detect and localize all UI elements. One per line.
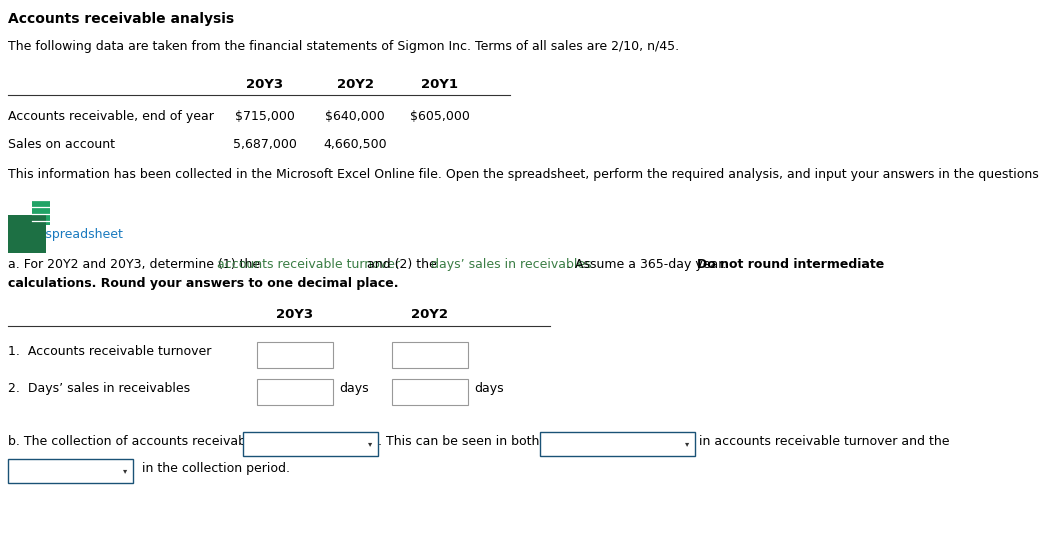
Text: The following data are taken from the financial statements of Sigmon Inc. Terms : The following data are taken from the fi… [8,40,679,53]
Bar [8,215,46,253]
Text: Do not round intermediate: Do not round intermediate [697,258,884,271]
Text: Accounts receivable, end of year: Accounts receivable, end of year [8,110,214,123]
Text: 20Y2: 20Y2 [337,78,373,91]
Text: X: X [12,198,24,213]
Text: 4,660,500: 4,660,500 [323,138,387,151]
Text: a. For 20Y2 and 20Y3, determine (1) the: a. For 20Y2 and 20Y3, determine (1) the [8,258,264,271]
Text: . This can be seen in both the: . This can be seen in both the [378,435,568,448]
Text: b. The collection of accounts receivable has: b. The collection of accounts receivable… [8,435,287,448]
Bar [392,342,468,368]
Text: ▾: ▾ [684,440,688,449]
Text: 20Y1: 20Y1 [421,78,459,91]
Bar [540,432,695,456]
Text: accounts receivable turnover: accounts receivable turnover [216,258,399,271]
Text: Accounts receivable analysis: Accounts receivable analysis [8,12,234,26]
Text: ▾: ▾ [368,440,372,449]
Text: $715,000: $715,000 [235,110,295,123]
Text: . Assume a 365-day year.: . Assume a 365-day year. [567,258,730,271]
Text: calculations. Round your answers to one decimal place.: calculations. Round your answers to one … [8,277,398,290]
Text: Sales on account: Sales on account [8,138,115,151]
Bar [392,379,468,405]
Text: 20Y3: 20Y3 [246,78,284,91]
Bar [257,342,333,368]
Text: 20Y2: 20Y2 [412,308,448,321]
Text: and (2) the: and (2) the [363,258,441,271]
Text: Open spreadsheet: Open spreadsheet [8,228,123,241]
Text: in accounts receivable turnover and the: in accounts receivable turnover and the [695,435,950,448]
Text: 20Y3: 20Y3 [277,308,314,321]
Text: 2.  Days’ sales in receivables: 2. Days’ sales in receivables [8,382,190,395]
Text: $605,000: $605,000 [410,110,470,123]
Text: ▾: ▾ [123,467,127,476]
Text: This information has been collected in the Microsoft Excel Online file. Open the: This information has been collected in t… [8,168,1040,181]
Bar [243,432,378,456]
Text: 5,687,000: 5,687,000 [233,138,297,151]
Text: days: days [339,382,368,395]
Text: 1.  Accounts receivable turnover: 1. Accounts receivable turnover [8,345,211,358]
Text: days’ sales in receivables: days’ sales in receivables [431,258,592,271]
Text: days: days [474,382,503,395]
Bar [8,459,133,483]
Text: $640,000: $640,000 [326,110,385,123]
Text: in the collection period.: in the collection period. [138,462,290,475]
Bar [32,200,50,225]
Bar [257,379,333,405]
